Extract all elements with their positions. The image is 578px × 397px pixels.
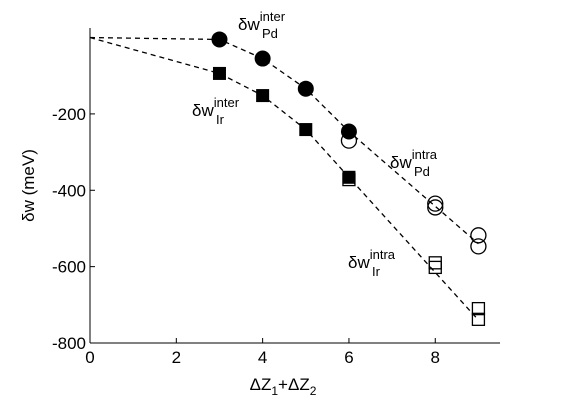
point [256, 89, 270, 103]
annotation-text: δw [192, 101, 214, 120]
annotation-sub: Pd [414, 164, 430, 179]
x-label-part: +ΔZ [278, 375, 310, 394]
x-tick-label: 2 [172, 348, 181, 367]
point [212, 66, 226, 80]
annotation-text: δw [390, 153, 412, 172]
point [470, 238, 487, 255]
x-label-part: ΔZ [250, 375, 272, 394]
x-tick-label: 0 [85, 348, 94, 367]
point [342, 170, 356, 184]
annotation: δwintra Ir [348, 247, 396, 279]
annotation-sub: Pd [262, 26, 278, 41]
annotation-sup: intra [412, 147, 438, 162]
annotation-sup: inter [214, 95, 240, 110]
annotation-sup: inter [260, 9, 286, 24]
x-tick-label: 6 [344, 348, 353, 367]
y-tick-label: -600 [52, 258, 86, 277]
annotation-sub: Ir [216, 112, 225, 127]
x-axis-label: ΔZ1+ΔZ2 [250, 375, 317, 397]
y-tick-label: -400 [52, 181, 86, 200]
annotation-text: δw [238, 15, 260, 34]
annotation: δwinter Pd [238, 9, 286, 41]
x-tick-label: 8 [431, 348, 440, 367]
point [340, 123, 357, 140]
annotation-sub: Ir [372, 264, 381, 279]
point [299, 123, 313, 137]
point [427, 195, 444, 212]
point [470, 227, 487, 244]
point [211, 31, 228, 48]
y-tick-label: -200 [52, 105, 86, 124]
point [297, 80, 314, 97]
annotation: δwintra Pd [390, 147, 438, 179]
point [342, 172, 356, 187]
y-axis-label: δw (meV) [19, 149, 38, 222]
point [428, 260, 442, 275]
x-tick-label: 4 [258, 348, 267, 367]
x-label-subscript: 2 [310, 384, 317, 397]
y-tick-label: -800 [52, 334, 86, 353]
point [471, 301, 486, 316]
point [471, 312, 486, 326]
point [340, 132, 358, 149]
annotation: δwinter Ir [192, 95, 240, 127]
point [427, 199, 444, 216]
dashed-line [89, 36, 479, 321]
annotation-sup: intra [370, 247, 396, 262]
annotation-text: δw [348, 253, 370, 272]
x-label-subscript: 1 [271, 384, 278, 397]
dashed-line [89, 36, 479, 245]
point [254, 50, 271, 67]
